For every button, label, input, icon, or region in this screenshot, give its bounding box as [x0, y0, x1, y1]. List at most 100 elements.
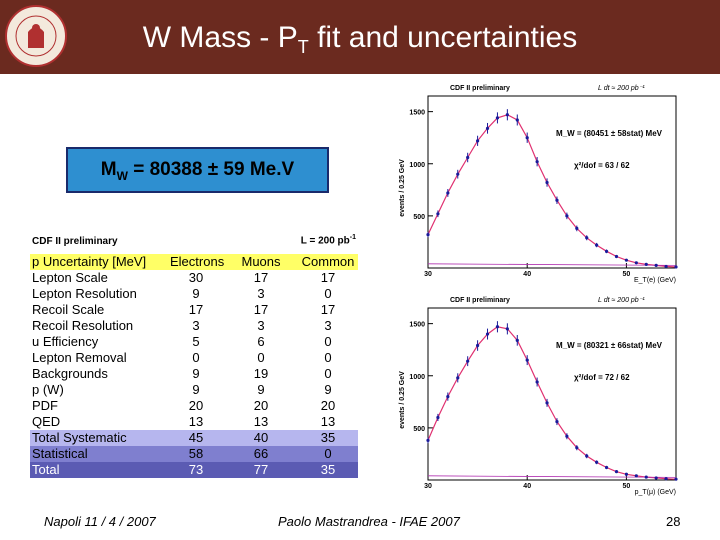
- table-row: Recoil Resolution 3 3 3: [30, 318, 358, 334]
- data-point: [426, 438, 430, 442]
- plot-lumi: L dt ≈ 200 pb⁻¹: [598, 297, 645, 304]
- data-point: [634, 474, 638, 478]
- row-value: 13: [188, 414, 204, 429]
- row-value: 9: [192, 286, 200, 301]
- row-value: 17: [188, 302, 204, 317]
- data-point: [555, 198, 559, 202]
- data-point: [535, 380, 539, 384]
- x-tick-label: 50: [623, 483, 631, 490]
- muon-pt-plot: CDF II preliminary L dt ≈ 200 pb⁻¹ events …: [399, 297, 678, 496]
- row-label: p Uncertainty [MeV]: [32, 254, 147, 269]
- x-tick-label: 40: [523, 483, 531, 490]
- row-value: 20: [253, 398, 269, 413]
- row-value: 20: [320, 398, 336, 413]
- university-seal-icon: [5, 5, 67, 67]
- table-row: Lepton Removal 0 0 0: [30, 350, 358, 366]
- data-point: [535, 160, 539, 164]
- data-point: [545, 401, 549, 405]
- data-point: [644, 475, 648, 479]
- chi2-result: χ²/dof = 63 / 62: [574, 161, 630, 170]
- uncertainty-table: CDF II preliminary L = 200 pb-1 p Uncert…: [30, 232, 358, 478]
- footer-date: Napoli 11 / 4 / 2007: [44, 514, 156, 529]
- data-point: [654, 476, 658, 480]
- row-value: 17: [253, 302, 269, 317]
- slide-title: W Mass - PT fit and uncertainties: [142, 21, 578, 57]
- row-label: Total: [32, 462, 60, 477]
- x-tick-label: 50: [623, 271, 631, 278]
- data-point: [456, 376, 460, 380]
- row-value: 58: [188, 446, 204, 461]
- row-value: 0: [324, 446, 332, 461]
- background-curve: [427, 475, 677, 478]
- row-value: 0: [257, 350, 265, 365]
- data-point: [525, 136, 529, 140]
- row-value: 35: [320, 430, 336, 445]
- data-point: [624, 258, 628, 262]
- fit-curve: [427, 114, 677, 268]
- row-value: 35: [320, 462, 336, 477]
- row-value: 9: [257, 382, 265, 397]
- table-header: CDF II preliminary L = 200 pb-1: [30, 232, 358, 254]
- row-label: Backgrounds: [32, 366, 108, 381]
- data-point: [595, 243, 599, 247]
- row-value: 0: [324, 350, 332, 365]
- plot-lumi: L dt ≈ 200 pb⁻¹: [598, 85, 645, 92]
- x-axis-label: p_T(μ) (GeV): [635, 489, 676, 496]
- table-label: CDF II preliminary: [32, 236, 118, 247]
- table-row: Lepton Scale 30 17 17: [30, 270, 358, 286]
- data-point: [426, 233, 430, 237]
- row-label: p (W): [32, 382, 64, 397]
- row-value: Electrons: [170, 254, 225, 269]
- row-label: u Efficiency: [32, 334, 99, 349]
- row-value: 45: [188, 430, 204, 445]
- row-value: 6: [257, 334, 265, 349]
- table-row: Total Systematic 45 40 35: [30, 430, 358, 446]
- row-value: Common: [301, 254, 355, 269]
- x-tick-label: 40: [523, 271, 531, 278]
- data-point: [624, 472, 628, 476]
- table-row: Recoil Scale 17 17 17: [30, 302, 358, 318]
- data-point: [505, 113, 509, 117]
- data-point: [595, 460, 599, 464]
- row-value: 13: [253, 414, 269, 429]
- data-point: [644, 262, 648, 266]
- footer-author: Paolo Mastrandrea - IFAE 2007: [278, 514, 460, 529]
- row-label: Total Systematic: [32, 430, 127, 445]
- data-point: [614, 470, 619, 474]
- data-point: [446, 395, 450, 399]
- background-curve: [427, 263, 677, 266]
- data-point: [515, 338, 519, 342]
- data-point: [585, 454, 589, 458]
- data-point: [634, 261, 638, 265]
- data-point: [476, 343, 480, 348]
- plot-frame: [427, 95, 677, 269]
- mw-result-box: MW = 80388 ± 59 Me.V: [66, 147, 329, 193]
- row-label: Recoil Resolution: [32, 318, 134, 333]
- row-value: 0: [324, 286, 332, 301]
- row-value: 0: [324, 366, 332, 381]
- y-tick-label: 500: [413, 214, 425, 221]
- y-axis-label: events / 0.25 GeV: [399, 159, 406, 217]
- y-tick-label: 500: [413, 426, 425, 433]
- row-label: Lepton Removal: [32, 350, 127, 365]
- row-value: 73: [188, 462, 204, 477]
- row-value: 9: [192, 382, 200, 397]
- row-label: PDF: [32, 398, 58, 413]
- y-axis-label: events / 0.25 GeV: [399, 371, 406, 429]
- table-row: Backgrounds 9 19 0: [30, 366, 358, 382]
- chi2-result: χ²/dof = 72 / 62: [574, 373, 630, 382]
- data-point: [456, 172, 460, 176]
- data-point: [555, 420, 559, 424]
- data-point: [495, 116, 500, 120]
- data-point: [575, 446, 579, 450]
- data-point: [515, 118, 519, 122]
- plot-frame: [427, 307, 677, 481]
- row-value: 40: [253, 430, 269, 445]
- table-row: Lepton Resolution 9 3 0: [30, 286, 358, 302]
- row-label: Statistical: [32, 446, 88, 461]
- data-point: [466, 359, 470, 363]
- row-label: QED: [32, 414, 61, 429]
- electron-et-plot: CDF II preliminary L dt ≈ 200 pb⁻¹ events …: [399, 85, 678, 284]
- data-point: [446, 191, 450, 195]
- row-label: Lepton Scale: [32, 270, 108, 285]
